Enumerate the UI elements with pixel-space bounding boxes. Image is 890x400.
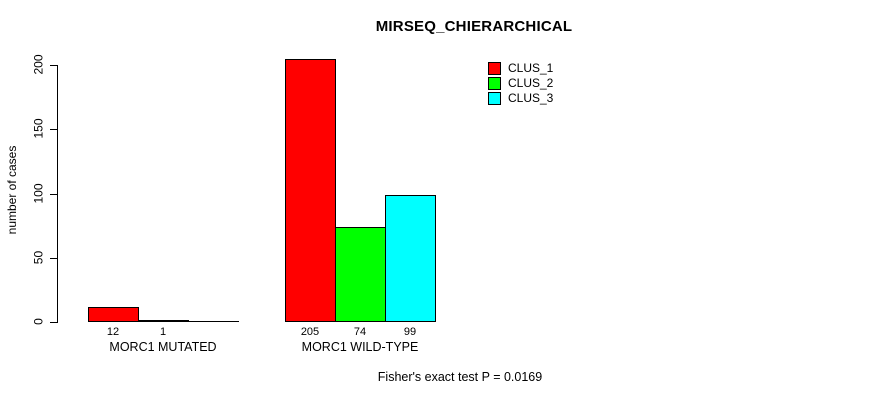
legend-label: CLUS_3 — [508, 91, 554, 105]
y-axis-tick-50 — [50, 258, 57, 259]
y-tick-label-150: 150 — [31, 118, 46, 139]
y-tick-label-0: 0 — [31, 318, 46, 325]
legend-swatch-clus_3 — [488, 92, 501, 105]
bar-value-label: 1 — [159, 326, 167, 338]
bar-clus_3-group2 — [385, 195, 436, 322]
bar-clus_2-group1 — [138, 320, 189, 322]
legend-swatch-clus_1 — [488, 62, 501, 75]
annotation-fisher-test: Fisher's exact test P = 0.0169 — [377, 370, 543, 384]
bar-clus_3-group1 — [188, 321, 239, 322]
bar-clus_1-group1 — [88, 307, 139, 322]
category-label-1: MORC1 MUTATED — [109, 340, 217, 354]
y-axis-tick-100 — [50, 194, 57, 195]
legend-label: CLUS_1 — [508, 61, 554, 75]
category-label-2: MORC1 WILD-TYPE — [301, 340, 419, 354]
chart-title: MIRSEQ_CHIERARCHICAL — [375, 18, 573, 35]
y-tick-label-100: 100 — [31, 183, 46, 204]
y-tick-label-200: 200 — [31, 54, 46, 75]
bar-clus_1-group2 — [285, 59, 336, 322]
y-axis-tick-0 — [50, 322, 57, 323]
bar-value-label: 205 — [300, 326, 320, 338]
bar-value-label: 12 — [106, 326, 120, 338]
y-axis-line — [57, 65, 58, 323]
legend-swatch-clus_2 — [488, 77, 501, 90]
bar-value-label: 99 — [403, 326, 417, 338]
y-axis-title: number of cases — [5, 145, 19, 235]
legend-item-clus_2: CLUS_2 — [488, 76, 553, 91]
y-tick-label-50: 50 — [31, 250, 46, 265]
legend-item-clus_3: CLUS_3 — [488, 91, 553, 106]
bar-value-label: 74 — [353, 326, 367, 338]
legend-item-clus_1: CLUS_1 — [488, 61, 553, 76]
legend: CLUS_1 CLUS_2 CLUS_3 — [488, 61, 553, 106]
y-axis-tick-200 — [50, 65, 57, 66]
legend-label: CLUS_2 — [508, 76, 554, 90]
y-axis-tick-150 — [50, 129, 57, 130]
bar-clus_2-group2 — [335, 227, 386, 322]
